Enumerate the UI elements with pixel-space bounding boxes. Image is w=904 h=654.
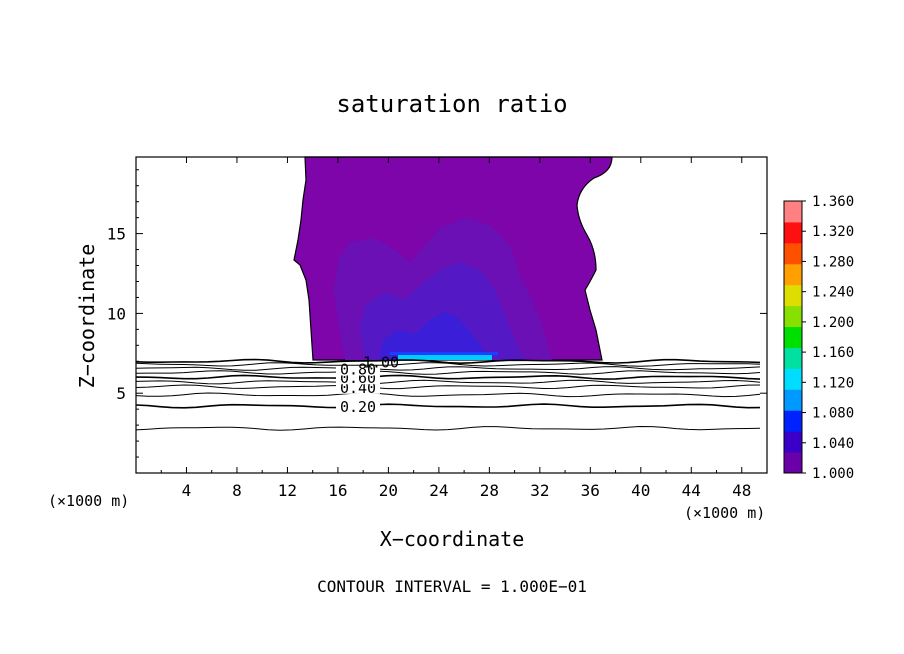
y-tick-label: 10 <box>107 304 126 323</box>
peak-supersaturation-edge <box>390 352 498 355</box>
contour-line <box>135 425 761 431</box>
contour-label: 1.00 <box>363 353 399 371</box>
colorbar-segment <box>784 284 802 307</box>
colorbar-segment <box>784 452 802 474</box>
peak-supersaturation-band <box>398 355 492 360</box>
x-tick-label: 32 <box>530 481 549 500</box>
y-tick-label: 15 <box>107 225 126 244</box>
colorbar-label: 1.120 <box>812 375 854 391</box>
x-axis: 4 8 12 16 20 24 28 32 36 40 44 48 <box>160 157 751 500</box>
contour-label: 0.20 <box>340 398 376 416</box>
colorbar-label: 1.240 <box>812 285 854 301</box>
colorbar-label: 1.280 <box>812 254 854 270</box>
contour-line <box>135 370 761 375</box>
plot-area: 0.200.400.600.801.00 <box>135 156 768 474</box>
x-tick-label: 4 <box>182 481 192 500</box>
x-tick-label: 28 <box>480 481 499 500</box>
y-axis: 5 10 15 <box>107 169 767 458</box>
x-unit-right: (×1000 m) <box>684 504 765 522</box>
colorbar-segment <box>784 410 802 432</box>
colorbar-segment <box>784 431 802 453</box>
contour-line <box>135 374 761 380</box>
colorbar-segment <box>784 326 802 348</box>
contour-lines: 0.200.400.600.801.00 <box>135 353 761 431</box>
chart-title: saturation ratio <box>336 90 567 118</box>
colorbar-segment <box>784 347 802 369</box>
cloud-deep-core-fill <box>380 312 490 360</box>
contour-line <box>135 403 761 409</box>
colorbar-frame <box>783 200 803 474</box>
x-unit-left: (×1000 m) <box>48 492 129 510</box>
contour-line <box>135 379 761 385</box>
colorbar: 1.360 1.320 1.280 1.240 1.200 1.160 1.120 1.080… <box>783 194 854 482</box>
x-tick-label: 44 <box>682 481 701 500</box>
colorbar-label: 1.320 <box>812 224 854 240</box>
contour-interval-note: CONTOUR INTERVAL = 1.000E−01 <box>317 577 587 596</box>
colorbar-segment <box>784 368 802 390</box>
colorbar-segment <box>784 305 802 328</box>
contour-line <box>135 358 761 365</box>
colorbar-label: 1.080 <box>812 406 854 422</box>
x-tick-label: 12 <box>278 481 297 500</box>
colorbar-label: 1.040 <box>812 436 854 452</box>
plot-border <box>135 156 768 474</box>
contour-line <box>135 384 761 390</box>
x-tick-label: 16 <box>328 481 347 500</box>
colorbar-label: 1.360 <box>812 194 854 210</box>
colorbar-label: 1.200 <box>812 315 854 331</box>
colorbar-label: 1.000 <box>812 466 854 482</box>
x-axis-label: X−coordinate <box>380 527 525 551</box>
colorbar-segment <box>784 221 802 244</box>
x-tick-label: 8 <box>232 481 242 500</box>
colorbar-segment <box>784 201 802 223</box>
x-tick-label: 36 <box>581 481 600 500</box>
colorbar-segment <box>784 389 802 411</box>
contour-line <box>135 366 761 371</box>
y-axis-label: Z−coordinate <box>75 244 99 389</box>
colorbar-segment <box>784 242 802 265</box>
colorbar-segment <box>784 263 802 286</box>
contour-label-bg <box>336 398 380 413</box>
x-tick-label: 24 <box>429 481 448 500</box>
x-tick-label: 20 <box>379 481 398 500</box>
contour-line <box>135 392 761 398</box>
x-tick-label: 48 <box>732 481 751 500</box>
x-tick-label: 40 <box>631 481 650 500</box>
colorbar-label: 1.160 <box>812 345 854 361</box>
supersaturated-region <box>293 156 613 361</box>
y-tick-label: 5 <box>116 384 126 403</box>
